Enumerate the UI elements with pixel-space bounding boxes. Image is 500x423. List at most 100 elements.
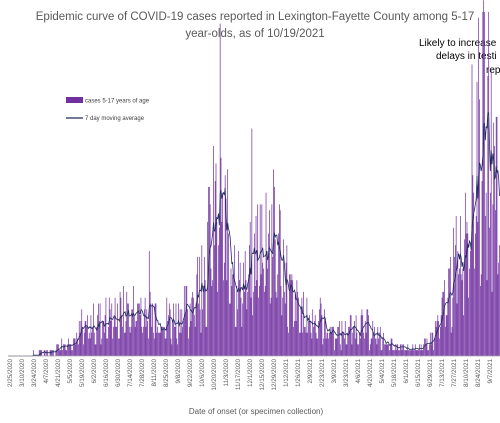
- bar: [313, 326, 314, 356]
- bar: [242, 303, 244, 356]
- bar: [84, 321, 86, 356]
- moving-average-line: [8, 112, 500, 357]
- bar: [304, 326, 305, 356]
- bar: [416, 350, 418, 356]
- bar: [467, 233, 469, 356]
- bar: [64, 344, 66, 356]
- bar: [262, 262, 264, 356]
- bar: [228, 303, 230, 356]
- bar: [297, 291, 299, 356]
- bar: [424, 338, 425, 356]
- bar: [99, 303, 101, 356]
- bar: [168, 303, 170, 356]
- bar: [403, 344, 404, 356]
- bar: [447, 297, 449, 356]
- bar: [247, 291, 249, 356]
- bar: [271, 204, 273, 356]
- bar: [67, 344, 68, 356]
- bar: [79, 332, 81, 356]
- bar: [412, 344, 414, 356]
- bar: [62, 350, 63, 356]
- x-tick-label: 10/20/2020: [211, 359, 218, 391]
- bar: [273, 169, 274, 356]
- bar: [376, 344, 378, 356]
- bar: [488, 11, 490, 356]
- bar: [38, 350, 40, 356]
- bar: [354, 321, 355, 356]
- x-tick-label: 6/29/2021: [427, 359, 434, 388]
- bar: [260, 274, 262, 356]
- bar: [383, 332, 384, 356]
- bar: [100, 344, 102, 356]
- bar: [394, 350, 395, 356]
- bar: [375, 338, 377, 356]
- bar: [332, 326, 334, 356]
- bar: [351, 344, 353, 356]
- bar: [214, 181, 216, 356]
- bar: [464, 239, 465, 356]
- bar: [158, 332, 159, 356]
- bar: [347, 332, 349, 356]
- bar: [103, 321, 104, 356]
- bar: [248, 274, 249, 356]
- bar: [437, 315, 439, 356]
- bar: [53, 350, 54, 356]
- bar: [39, 350, 41, 356]
- bar: [426, 338, 428, 356]
- bar: [101, 338, 103, 356]
- x-tick-label: 6/15/2021: [415, 359, 422, 388]
- bar: [364, 338, 365, 356]
- bar: [61, 338, 63, 356]
- bar: [240, 297, 242, 356]
- bar: [264, 291, 265, 356]
- bar: [423, 344, 424, 356]
- bar: [482, 11, 484, 356]
- bar: [231, 286, 233, 356]
- bar: [377, 326, 379, 356]
- bar: [343, 332, 344, 356]
- bar: [319, 297, 321, 356]
- bar: [185, 286, 187, 356]
- bar: [236, 286, 238, 356]
- bar: [71, 350, 73, 356]
- bar: [77, 338, 78, 356]
- x-tick-label: 8/24/2021: [475, 359, 482, 388]
- bar: [399, 350, 400, 356]
- bar: [379, 326, 381, 356]
- bar: [63, 344, 64, 356]
- bar: [489, 192, 491, 356]
- bar: [494, 146, 495, 356]
- bar: [97, 315, 98, 356]
- bar: [121, 315, 123, 356]
- bar: [81, 309, 83, 356]
- x-tick-label: 1/12/2021: [283, 359, 290, 388]
- bar: [106, 338, 108, 356]
- x-tick-label: 2/25/2020: [7, 359, 14, 388]
- x-axis-label: Date of onset (or specimen collection): [189, 407, 324, 416]
- bar: [189, 303, 191, 356]
- bar: [188, 326, 190, 356]
- bar: [149, 291, 151, 356]
- bar: [249, 245, 250, 356]
- bar: [452, 297, 454, 356]
- bar: [407, 344, 409, 356]
- bar: [235, 326, 237, 356]
- bar: [391, 338, 393, 356]
- bar: [330, 332, 332, 356]
- bar: [115, 326, 117, 356]
- bar: [263, 268, 264, 356]
- bar: [288, 332, 289, 356]
- bar: [193, 315, 195, 356]
- bar: [321, 315, 323, 356]
- bar: [365, 332, 367, 356]
- bar: [279, 210, 281, 356]
- x-tick-label: 3/24/2020: [31, 359, 38, 388]
- bar: [358, 344, 359, 356]
- bar: [400, 344, 402, 356]
- bar: [352, 332, 354, 356]
- bar: [438, 321, 439, 356]
- bar: [495, 210, 496, 356]
- bar: [143, 309, 145, 356]
- bar: [138, 303, 139, 356]
- bar: [395, 350, 397, 356]
